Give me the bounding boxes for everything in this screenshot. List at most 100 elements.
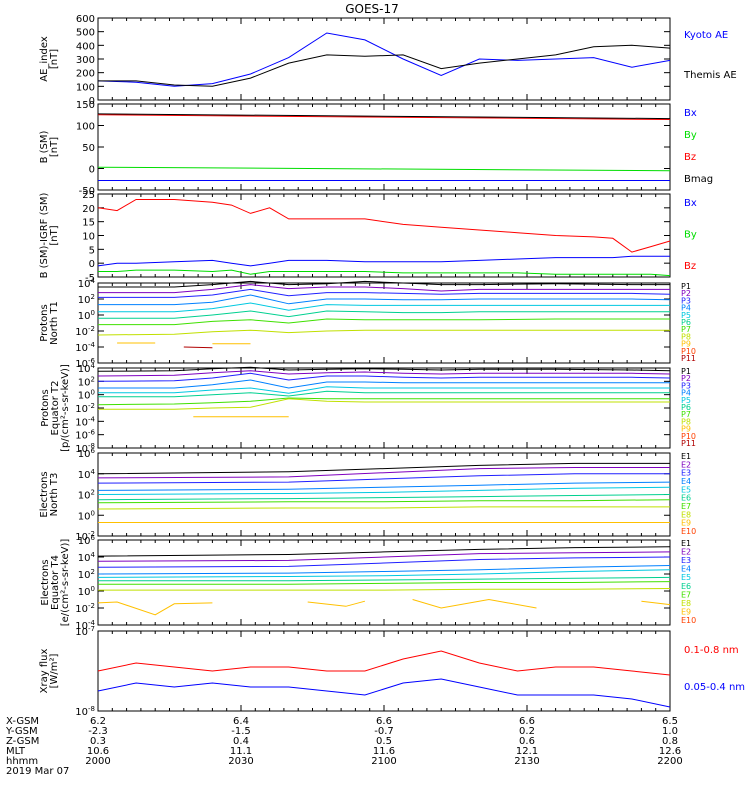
y-tick-label: 0 <box>89 96 95 107</box>
series-e8 <box>97 506 670 510</box>
legend-e10: E10 <box>681 527 696 536</box>
legend-kyoto-ae: Kyoto AE <box>684 30 728 41</box>
y-tick-label: 10-2 <box>75 602 95 615</box>
legend-p9: P9 <box>681 425 691 434</box>
x-row-value: 0.5 <box>376 736 392 747</box>
series-by <box>97 166 671 172</box>
series-p8 <box>98 398 670 410</box>
legend-p5: P5 <box>681 396 691 405</box>
x-row-value: 6.5 <box>662 716 678 727</box>
series-e4 <box>97 481 671 491</box>
panel-frame <box>97 282 671 364</box>
legend-e4: E4 <box>681 477 691 486</box>
legend-p8: P8 <box>681 417 691 426</box>
y-tick-label: 300 <box>76 55 95 66</box>
legend-e9: E9 <box>681 607 691 616</box>
series-e4 <box>97 565 671 575</box>
x-row-value: 2130 <box>514 756 539 767</box>
segment-e9 <box>307 600 366 607</box>
legend-p3: P3 <box>681 381 691 390</box>
y-tick-label: 10-2 <box>75 402 95 415</box>
y-tick-label: 104 <box>78 468 96 481</box>
y-axis-label: [nT] <box>49 49 60 69</box>
legend-e6: E6 <box>681 494 691 503</box>
series-p1 <box>98 280 670 288</box>
y-tick-label: 10-4 <box>75 619 95 632</box>
legend-e8: E8 <box>681 599 691 608</box>
y-tick-label: 200 <box>76 69 95 80</box>
y-axis-label: Protons <box>39 304 50 341</box>
y-tick-label: 100 <box>78 509 95 522</box>
y-tick-label: -50 <box>79 186 95 197</box>
series-p3 <box>98 288 671 298</box>
legend-p6: P6 <box>681 403 691 412</box>
y-tick-label: 15 <box>82 218 95 229</box>
x-row-value: 0.3 <box>90 736 106 747</box>
y-axis-label: [e/(cm²-s-sr-keV)] <box>60 539 71 627</box>
legend-e5: E5 <box>681 485 691 494</box>
series-e3 <box>97 556 671 568</box>
legend-e2: E2 <box>681 460 691 469</box>
segment-p11 <box>183 346 213 349</box>
legend-p2: P2 <box>681 289 691 298</box>
x-row-value: 1.0 <box>662 726 678 737</box>
x-row-value: 11.6 <box>373 746 395 757</box>
x-row-label: Y-GSM <box>5 726 38 737</box>
series-bx <box>97 255 670 267</box>
legend-e5: E5 <box>681 573 691 582</box>
x-row-value: -2.3 <box>88 726 108 737</box>
segment-e9 <box>97 601 213 616</box>
panel-xray: 10-8 10-7 Xray flux [W/m²] 0.1-0.8 nm 0.05-0.… <box>39 625 745 718</box>
y-tick-label: 400 <box>76 41 95 52</box>
y-tick-label: 50 <box>82 143 95 154</box>
y-axis-label: [nT] <box>49 225 60 245</box>
legend-p10: P10 <box>681 347 696 356</box>
panel-ee: 10-4 10-2 100 102 104 106 Electrons Equator T4[… <box>40 534 696 632</box>
y-tick-label: 500 <box>76 28 95 39</box>
y-axis-label: Electrons <box>40 559 51 605</box>
y-tick-label: 104 <box>78 277 96 290</box>
panel-bigrf: -5 0 5 10 15 20 25 B (SM)-IGRF (SM) [nT] Bx By Bz <box>39 190 697 284</box>
legend-e7: E7 <box>681 502 691 511</box>
series-e1 <box>97 546 671 557</box>
y-tick-label: 100 <box>76 82 95 93</box>
x-row-label: hhmm <box>6 756 38 767</box>
legend-bmag: Bmag <box>684 174 713 185</box>
series-e5 <box>97 569 671 578</box>
series-p2 <box>97 370 671 377</box>
x-row-label: MLT <box>6 746 26 757</box>
panel-pn: 10-6 10-4 10-2 100 102 104 Protons North T1 P1P2… <box>39 277 696 370</box>
x-row-value: 2200 <box>657 756 682 767</box>
y-axis-label: North T3 <box>49 473 60 517</box>
legend-p5: P5 <box>681 311 691 320</box>
legend-0-1-0-8-nm: 0.1-0.8 nm <box>684 645 739 656</box>
y-tick-label: 10-2 <box>75 530 95 543</box>
series-e7 <box>98 581 671 585</box>
y-tick-label: 100 <box>78 585 95 598</box>
legend-p2: P2 <box>681 374 691 383</box>
y-tick-label: -5 <box>85 273 95 284</box>
legend-themis-ae: Themis AE <box>683 70 737 81</box>
legend-by: By <box>684 230 697 241</box>
series-p2 <box>98 284 670 294</box>
y-tick-label: 106 <box>78 534 96 547</box>
y-tick-label: 20 <box>82 204 95 215</box>
y-tick-label: 102 <box>78 489 95 502</box>
date-label: 2019 Mar 07 <box>6 766 69 777</box>
x-row-value: 6.4 <box>233 716 249 727</box>
legend-p1: P1 <box>681 367 691 376</box>
y-tick-label: 102 <box>78 293 95 306</box>
series-p6 <box>98 390 670 398</box>
series-bz <box>97 199 671 253</box>
legend-e3: E3 <box>681 469 691 478</box>
x-row-value: 0.4 <box>233 736 249 747</box>
y-axis-label: [nT] <box>49 137 60 157</box>
legend-p7: P7 <box>681 410 691 419</box>
y-tick-label: 100 <box>78 309 95 322</box>
legend-e3: E3 <box>681 556 691 565</box>
x-row-label: Z-GSM <box>6 736 39 747</box>
y-axis-label: Protons <box>40 389 51 426</box>
panel-ae: 0 100 200 300 400 500 600 AE_index [nT] Kyoto AE T… <box>39 14 737 107</box>
series-by <box>98 269 671 277</box>
